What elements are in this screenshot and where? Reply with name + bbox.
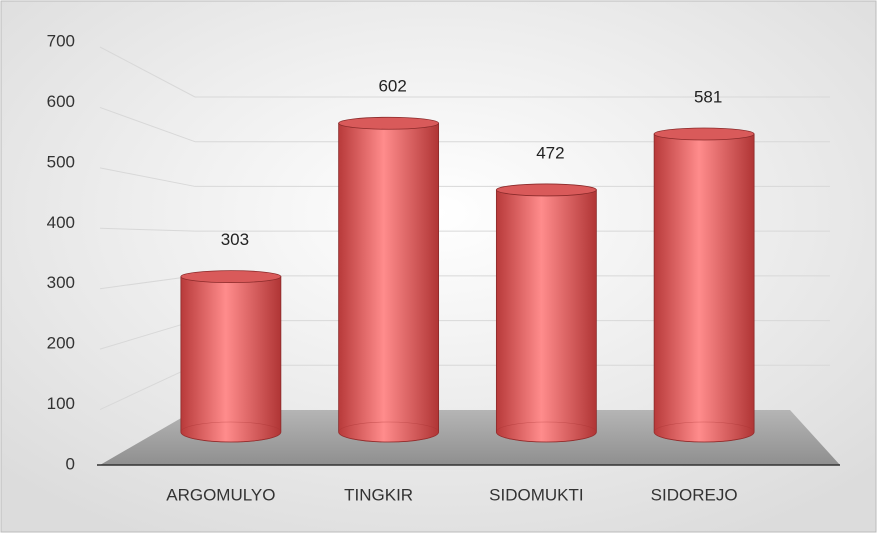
bar — [338, 116, 440, 443]
x-tick-label: TINGKIR — [344, 485, 413, 504]
grid-line — [99, 275, 196, 290]
grid-line — [99, 167, 196, 187]
grid-line — [99, 106, 196, 143]
y-tick-label: 600 — [47, 92, 75, 111]
grid-line — [99, 46, 196, 98]
data-label: 303 — [221, 230, 249, 249]
y-tick-label: 300 — [47, 273, 75, 292]
x-tick-label: SIDOREJO — [651, 485, 738, 504]
y-tick-label: 0 — [66, 454, 75, 473]
data-label: 602 — [378, 77, 406, 96]
bar — [653, 127, 755, 443]
data-label: 581 — [694, 88, 722, 107]
grid-line — [99, 227, 196, 232]
data-label: 472 — [536, 143, 564, 162]
y-tick-label: 200 — [47, 334, 75, 353]
grid-line — [99, 320, 196, 350]
x-tick-label: ARGOMULYO — [166, 485, 275, 504]
bar — [495, 183, 597, 443]
y-tick-label: 500 — [47, 152, 75, 171]
y-tick-label: 700 — [47, 31, 75, 50]
bar — [180, 270, 282, 443]
y-tick-label: 100 — [47, 394, 75, 413]
grid-line — [99, 364, 196, 411]
x-tick-label: SIDOMUKTI — [489, 485, 583, 504]
y-tick-label: 400 — [47, 213, 75, 232]
